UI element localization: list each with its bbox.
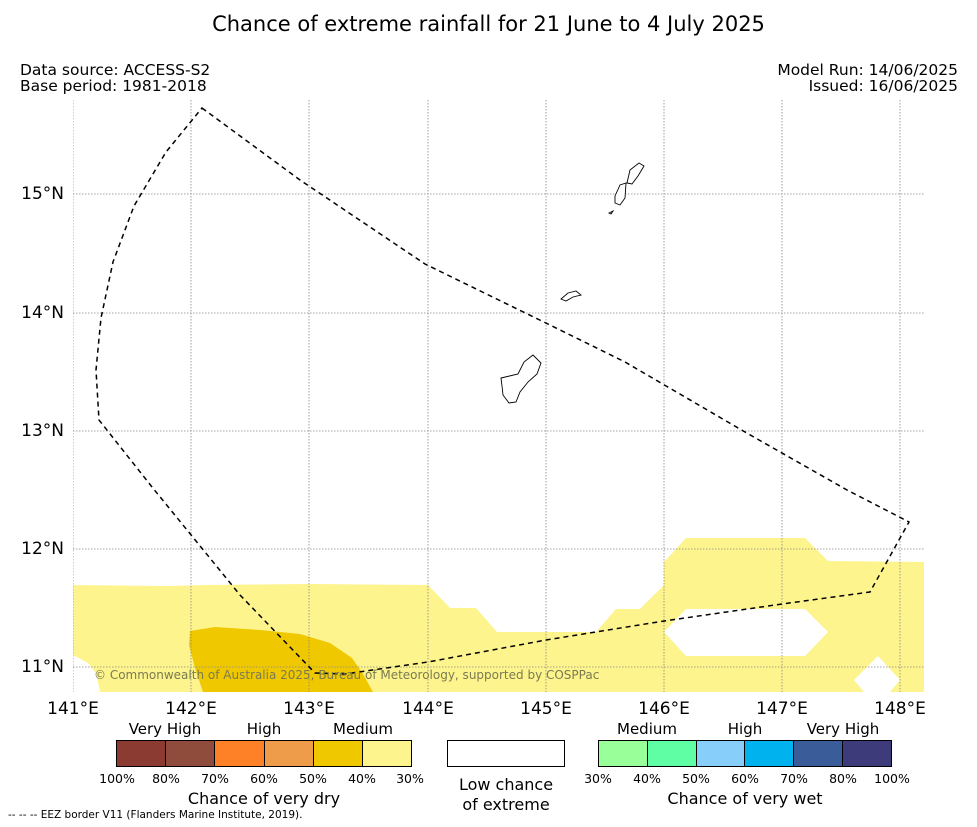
model-run: Model Run: 14/06/2025 [777,61,958,79]
wet-tick: 50% [682,771,710,786]
dry-tick: 80% [152,771,180,786]
island-guam [500,354,542,404]
island-tinian [614,182,627,206]
low-chance-line2: of extreme [462,795,550,814]
wet-swatch-4 [745,741,795,766]
wet-colorbar [598,740,892,767]
dry-colorbar [116,740,412,767]
wet-tick: 30% [584,771,612,786]
wet-cat-high: High [727,720,763,738]
low-chance-swatch [447,740,565,767]
dry-cat-high: High [246,720,282,738]
island-aguijan [607,209,615,215]
wet-tick: 80% [829,771,857,786]
wet-swatch-3 [696,741,746,766]
dry-tick: 100% [99,771,135,786]
island-saipan [626,162,645,185]
island-rota [560,290,582,302]
lon-label-142e: 142°E [165,699,217,719]
lat-label-14n: 14°N [21,303,64,323]
meta-right: Model Run: 14/06/2025 Issued: 16/06/2025 [777,62,958,94]
wet-tick: 40% [633,771,661,786]
dry-swatch-4 [264,741,314,766]
dry-swatch-3 [215,741,265,766]
dry-tick: 30% [396,771,424,786]
lon-label-143e: 143°E [283,699,335,719]
wet-swatch-2 [647,741,697,766]
base-period: Base period: 1981-2018 [20,77,207,95]
wet-cat-medium: Medium [617,720,677,738]
lon-label-146e: 146°E [638,699,690,719]
dry-tick: 70% [201,771,229,786]
low-chance-line1: Low chance [458,775,554,794]
wet-swatch-5 [794,741,844,766]
gridlines [73,100,924,692]
copyright-note: © Commonwealth of Australia 2025, Bureau… [94,668,600,682]
dry-tick: 60% [250,771,278,786]
eez-footnote: -- -- -- EEZ border V11 (Flanders Marine… [8,809,303,821]
lat-label-11n: 11°N [21,657,64,677]
lon-label-144e: 144°E [402,699,454,719]
data-source: Data source: ACCESS-S2 [20,61,211,79]
wet-swatch-1 [599,741,648,766]
lon-label-147e: 147°E [756,699,808,719]
dry-cat-very-high: Very High [128,720,202,738]
wet-tick: 60% [731,771,759,786]
dry-legend-title: Chance of very dry [187,789,341,808]
dry-tick: 40% [348,771,376,786]
wet-swatch-6 [843,741,891,766]
dry-swatch-5 [313,741,363,766]
dry-swatch-2 [166,741,216,766]
meta-left: Data source: ACCESS-S2 Base period: 1981… [20,62,210,94]
lat-label-15n: 15°N [21,184,64,204]
lat-label-12n: 12°N [21,539,64,559]
rainfall-medium-dry-dark [189,627,373,692]
lon-label-148e: 148°E [874,699,926,719]
lon-label-141e: 141°E [47,699,99,719]
rainfall-low-hole-2 [854,656,900,692]
rainfall-low-hole-1 [664,609,828,656]
island-outlines [500,162,645,404]
wet-tick: 100% [874,771,910,786]
lon-label-145e: 145°E [520,699,572,719]
eez-border [95,106,911,675]
issued-date: Issued: 16/06/2025 [808,77,958,95]
wet-cat-very-high: Very High [806,720,880,738]
low-chance-label: Low chance of extreme [440,775,572,815]
lat-label-13n: 13°N [21,421,64,441]
map-title: Chance of extreme rainfall for 21 June t… [212,12,765,36]
dry-tick: 50% [299,771,327,786]
wet-tick: 70% [780,771,808,786]
dry-swatch-6 [362,741,412,766]
dry-swatch-1 [117,741,167,766]
dry-cat-medium: Medium [333,720,393,738]
wet-legend-title: Chance of very wet [667,789,823,808]
rainfall-low-hole-3 [73,655,100,692]
